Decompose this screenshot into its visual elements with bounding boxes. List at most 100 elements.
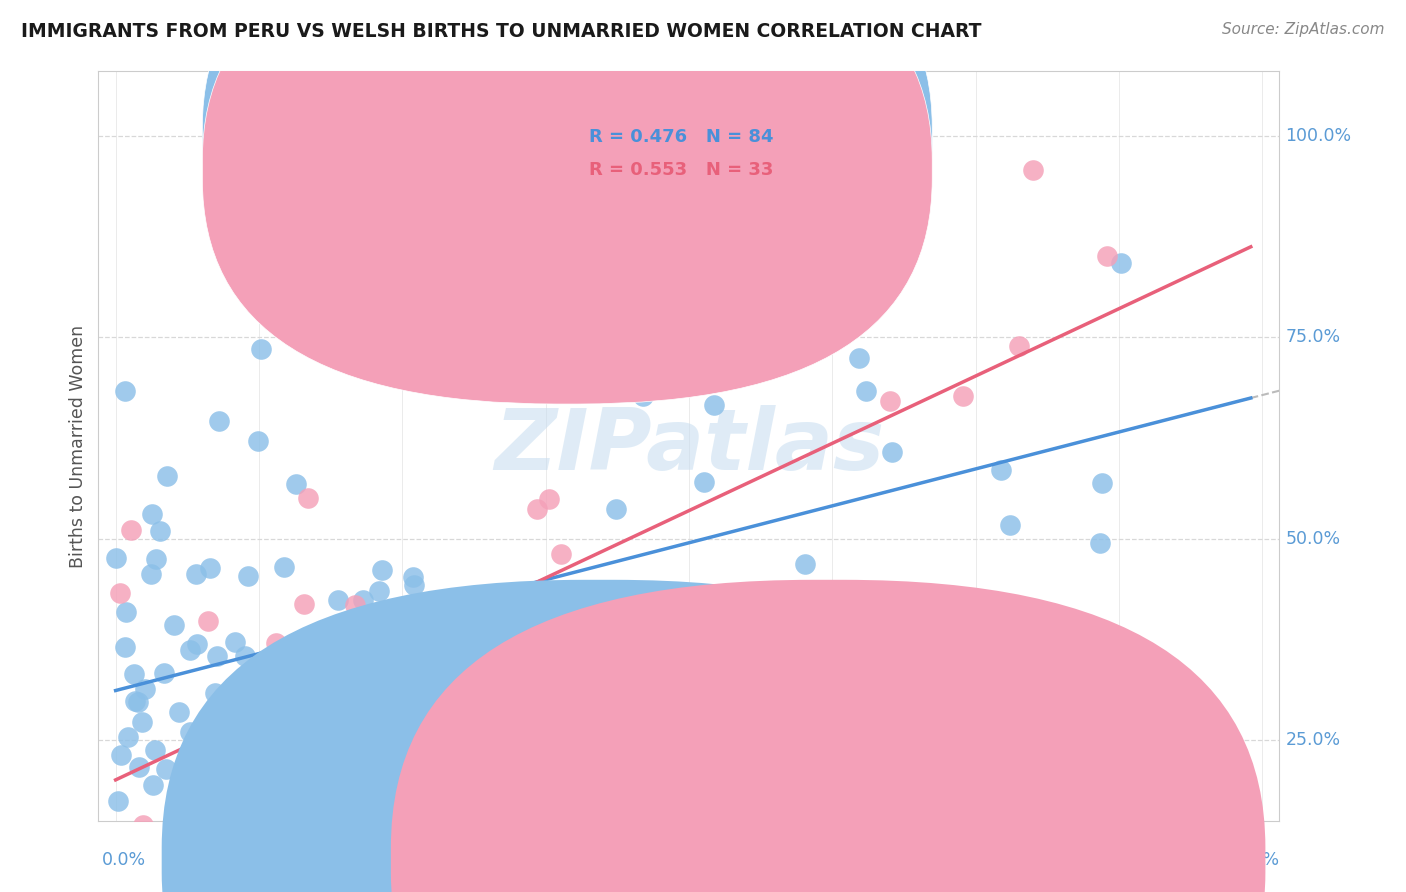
Point — [281, 838, 304, 852]
Point — [283, 677, 305, 691]
Point — [141, 566, 163, 581]
Point — [385, 870, 408, 884]
Point — [280, 739, 302, 754]
Point — [141, 778, 163, 792]
Point — [208, 414, 231, 428]
Point — [197, 614, 219, 628]
Point — [841, 287, 863, 301]
Point — [257, 788, 280, 802]
Point — [619, 707, 641, 722]
Point — [107, 794, 129, 808]
Point — [368, 584, 391, 599]
Point — [703, 398, 725, 412]
Point — [122, 666, 145, 681]
Point — [775, 838, 797, 852]
Point — [224, 635, 246, 649]
Point — [141, 508, 163, 522]
Point — [124, 694, 146, 708]
Point — [879, 394, 901, 409]
Point — [420, 838, 443, 852]
Point — [641, 619, 664, 633]
Point — [952, 389, 974, 403]
Point — [631, 389, 654, 403]
Point — [143, 743, 166, 757]
Point — [392, 667, 415, 681]
Point — [793, 557, 815, 571]
Point — [149, 524, 172, 538]
Point — [134, 681, 156, 696]
Point — [402, 570, 425, 584]
Point — [305, 811, 328, 825]
Point — [252, 838, 274, 852]
Point — [121, 832, 143, 847]
Text: ZIPatlas: ZIPatlas — [494, 404, 884, 488]
Point — [249, 342, 271, 356]
FancyBboxPatch shape — [202, 0, 932, 371]
Point — [1088, 536, 1111, 550]
Point — [560, 586, 582, 600]
Text: R = 0.553   N = 33: R = 0.553 N = 33 — [589, 161, 773, 178]
Text: 75.0%: 75.0% — [1285, 328, 1340, 346]
Point — [344, 598, 367, 612]
Point — [117, 730, 139, 744]
Point — [233, 648, 256, 663]
Point — [277, 657, 299, 672]
Point — [186, 637, 208, 651]
Point — [538, 492, 561, 507]
Point — [1111, 256, 1133, 270]
Point — [841, 681, 863, 696]
Point — [318, 648, 340, 662]
Point — [200, 561, 222, 575]
Point — [247, 434, 270, 449]
Point — [132, 818, 155, 832]
Point — [163, 618, 186, 632]
Text: Welsh: Welsh — [848, 851, 897, 869]
Point — [326, 593, 349, 607]
Point — [176, 838, 198, 852]
Point — [596, 363, 619, 377]
Point — [785, 640, 807, 654]
Point — [605, 502, 627, 516]
Point — [526, 502, 548, 516]
Point — [1000, 517, 1022, 532]
Point — [156, 468, 179, 483]
Point — [236, 569, 259, 583]
Point — [110, 747, 132, 762]
FancyBboxPatch shape — [523, 112, 860, 195]
Point — [186, 567, 208, 582]
Point — [1091, 475, 1114, 490]
Point — [217, 870, 239, 884]
Point — [352, 593, 374, 607]
Point — [179, 643, 201, 657]
Point — [204, 686, 226, 700]
Point — [363, 690, 385, 704]
Point — [253, 870, 276, 884]
Point — [882, 445, 904, 459]
Point — [153, 665, 176, 680]
Point — [734, 627, 756, 641]
Point — [179, 725, 201, 739]
Point — [110, 836, 132, 850]
Point — [1097, 249, 1119, 263]
Point — [120, 838, 142, 852]
Point — [855, 384, 877, 399]
Text: R = 0.476   N = 84: R = 0.476 N = 84 — [589, 128, 773, 145]
Point — [693, 475, 716, 490]
Point — [180, 774, 202, 789]
Text: 0.0%: 0.0% — [101, 851, 146, 869]
Point — [221, 838, 243, 852]
Point — [728, 112, 751, 127]
Text: 25.0%: 25.0% — [1285, 731, 1340, 749]
Point — [558, 735, 581, 749]
Point — [120, 523, 142, 537]
Point — [131, 714, 153, 729]
Y-axis label: Births to Unmarried Women: Births to Unmarried Women — [69, 325, 87, 567]
Point — [287, 691, 309, 706]
Point — [856, 735, 879, 749]
Text: 20.0%: 20.0% — [1225, 851, 1279, 869]
Text: Source: ZipAtlas.com: Source: ZipAtlas.com — [1222, 22, 1385, 37]
Point — [165, 870, 187, 884]
Point — [264, 636, 287, 650]
Point — [704, 855, 727, 869]
Point — [145, 870, 167, 884]
